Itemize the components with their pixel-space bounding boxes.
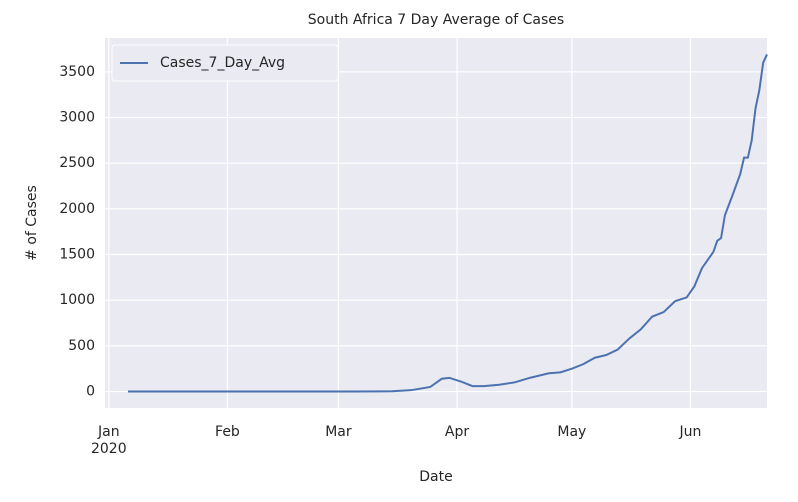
y-tick-label: 1500 (59, 247, 95, 263)
line (127, 54, 768, 393)
y-tick-label: 2000 (59, 201, 95, 217)
y-tick-label: 0 (86, 384, 95, 400)
y-tick-label: 3000 (59, 109, 95, 125)
chart-title: South Africa 7 Day Average of Cases (308, 12, 564, 28)
plot-area (105, 38, 767, 408)
y-tick-label: 3500 (59, 64, 95, 80)
y-tick-label: 2500 (59, 155, 95, 171)
x-axis-label: Date (419, 469, 452, 485)
x-tick-label: Mar (325, 424, 352, 440)
y-tick-label: 500 (68, 338, 95, 354)
y-tick-label: 1000 (59, 292, 95, 308)
x-tick-label: Apr (444, 424, 470, 440)
legend-box (111, 44, 339, 82)
x-tick-label: May (557, 424, 587, 440)
y-axis-label: # of Cases (24, 185, 40, 261)
legend-label: Cases_7_Day_Avg (160, 55, 285, 71)
x-tick-label: Feb (215, 424, 240, 440)
x-tick-label: Jun (679, 424, 702, 440)
x-tick-label: Jan 2020 (90, 424, 127, 457)
